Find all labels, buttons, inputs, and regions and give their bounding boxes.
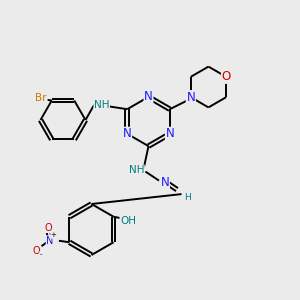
Text: +: +	[51, 232, 56, 238]
Text: NH: NH	[129, 165, 144, 175]
Text: N: N	[186, 91, 195, 104]
Text: N: N	[165, 127, 174, 140]
Text: N: N	[46, 236, 54, 246]
Text: N: N	[160, 176, 169, 189]
Text: Br: Br	[35, 93, 47, 103]
Text: O: O	[32, 246, 40, 256]
Text: OH: OH	[120, 216, 136, 226]
Text: O: O	[221, 70, 231, 83]
Text: N: N	[123, 127, 132, 140]
Text: O: O	[45, 223, 52, 232]
Text: H: H	[184, 193, 191, 202]
Text: N: N	[144, 90, 153, 104]
Text: -: -	[40, 251, 42, 257]
Text: N: N	[186, 91, 195, 104]
Text: NH: NH	[94, 100, 110, 110]
